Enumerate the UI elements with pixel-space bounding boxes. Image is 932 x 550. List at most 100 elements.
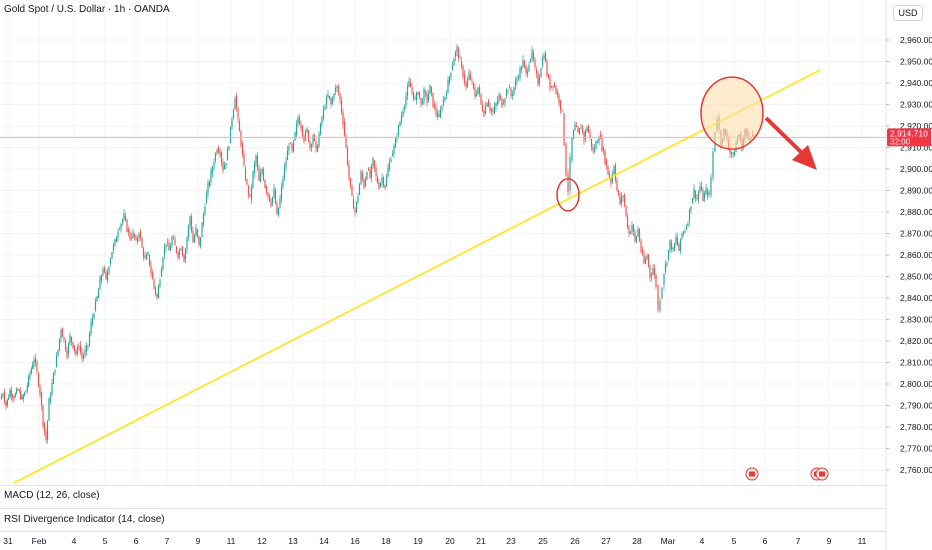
candle-body bbox=[384, 185, 386, 188]
currency-button[interactable]: USD bbox=[893, 5, 923, 21]
macd-label[interactable]: MACD (12, 26, close) bbox=[4, 490, 100, 501]
candle-body bbox=[286, 150, 289, 161]
candle-body bbox=[288, 145, 290, 151]
candle-body bbox=[635, 236, 638, 243]
candle-body bbox=[454, 51, 457, 58]
candle-body bbox=[343, 121, 346, 136]
pane-divider[interactable] bbox=[0, 508, 886, 509]
candle-body bbox=[277, 207, 280, 217]
candle-body bbox=[504, 98, 506, 104]
candle-body bbox=[250, 187, 253, 200]
candle-body bbox=[303, 135, 305, 142]
candle-body bbox=[99, 277, 101, 290]
candle-body bbox=[729, 147, 731, 153]
candle-body bbox=[682, 231, 685, 234]
candle-body bbox=[599, 134, 602, 139]
y-tick-label: 2,850.000 bbox=[900, 272, 932, 282]
candle-body bbox=[538, 77, 541, 83]
candle-body bbox=[589, 132, 591, 138]
candle-body bbox=[427, 94, 430, 101]
candle-body bbox=[702, 189, 704, 202]
candle-body bbox=[684, 230, 686, 232]
candle-body bbox=[409, 83, 412, 88]
candle-body bbox=[26, 385, 28, 391]
candle-body bbox=[216, 150, 218, 154]
candle-body bbox=[730, 151, 733, 155]
candle-body bbox=[0, 395, 3, 400]
candle-body bbox=[244, 169, 247, 180]
rsi-label[interactable]: RSI Divergence Indicator (14, close) bbox=[4, 514, 165, 525]
candle-body bbox=[478, 87, 481, 94]
candle-body bbox=[510, 88, 512, 97]
candle-body bbox=[324, 107, 326, 110]
candle-body bbox=[511, 93, 514, 96]
candle-body bbox=[693, 188, 695, 199]
candle-body bbox=[517, 77, 520, 79]
candle-body bbox=[614, 164, 617, 181]
candle-body bbox=[243, 154, 245, 166]
candle-body bbox=[534, 59, 536, 68]
candle-body bbox=[235, 95, 238, 109]
candle-body bbox=[487, 100, 490, 107]
candle-body bbox=[253, 163, 256, 174]
candle-body bbox=[14, 393, 16, 397]
x-tick-label: 7 bbox=[165, 536, 170, 546]
candle-body bbox=[220, 151, 223, 163]
candle-body bbox=[540, 68, 542, 78]
candle-body bbox=[165, 244, 167, 248]
candle-body bbox=[315, 140, 317, 149]
candle-body bbox=[25, 390, 27, 393]
candle-body bbox=[129, 231, 131, 240]
candle-body bbox=[120, 223, 122, 230]
candle-body bbox=[613, 166, 615, 174]
candle-body bbox=[79, 345, 82, 352]
candle-body bbox=[22, 395, 24, 400]
candle-body bbox=[480, 93, 482, 104]
x-tick-label: 5 bbox=[103, 536, 108, 546]
candle-body bbox=[32, 365, 34, 369]
candle-body bbox=[169, 245, 172, 251]
candle-body bbox=[319, 123, 322, 135]
candle-body bbox=[601, 138, 603, 151]
candle-body bbox=[199, 237, 202, 247]
candle-body bbox=[547, 74, 550, 78]
candle-body bbox=[337, 87, 340, 94]
x-tick-label: Mar bbox=[661, 536, 676, 546]
candle-body bbox=[369, 170, 371, 178]
candle-body bbox=[546, 61, 548, 77]
candle-body bbox=[205, 193, 208, 204]
x-tick-label: 23 bbox=[506, 536, 516, 546]
candle-body bbox=[457, 48, 460, 58]
candle-body bbox=[130, 237, 133, 239]
candle-body bbox=[276, 203, 278, 214]
candle-body bbox=[135, 237, 137, 239]
candle-body bbox=[647, 255, 650, 266]
candle-body bbox=[646, 255, 648, 259]
x-tick-label: 28 bbox=[632, 536, 642, 546]
candle-body bbox=[190, 216, 193, 231]
candle-body bbox=[112, 244, 115, 251]
candles bbox=[0, 43, 755, 444]
candle-body bbox=[481, 104, 484, 111]
price-tag-value: 2,914.710 bbox=[890, 128, 928, 138]
candle-body bbox=[211, 167, 214, 174]
candle-body bbox=[432, 92, 434, 108]
candle-body bbox=[43, 422, 46, 432]
y-tick-label: 2,820.000 bbox=[900, 336, 932, 346]
candle-body bbox=[178, 250, 181, 255]
candle-body bbox=[273, 188, 275, 197]
candle-body bbox=[628, 227, 630, 234]
pane-divider[interactable] bbox=[0, 485, 886, 486]
candle-body bbox=[255, 155, 257, 164]
candle-body bbox=[184, 249, 187, 260]
candle-body bbox=[261, 169, 263, 174]
price-tag-countdown: 32:00 bbox=[890, 137, 911, 146]
candle-body bbox=[571, 137, 573, 161]
candle-body bbox=[115, 237, 118, 243]
candle-body bbox=[85, 345, 88, 352]
candle-body bbox=[574, 124, 576, 131]
candle-body bbox=[291, 144, 293, 150]
y-tick-label: 2,930.000 bbox=[900, 100, 932, 110]
candle-body bbox=[465, 82, 467, 87]
